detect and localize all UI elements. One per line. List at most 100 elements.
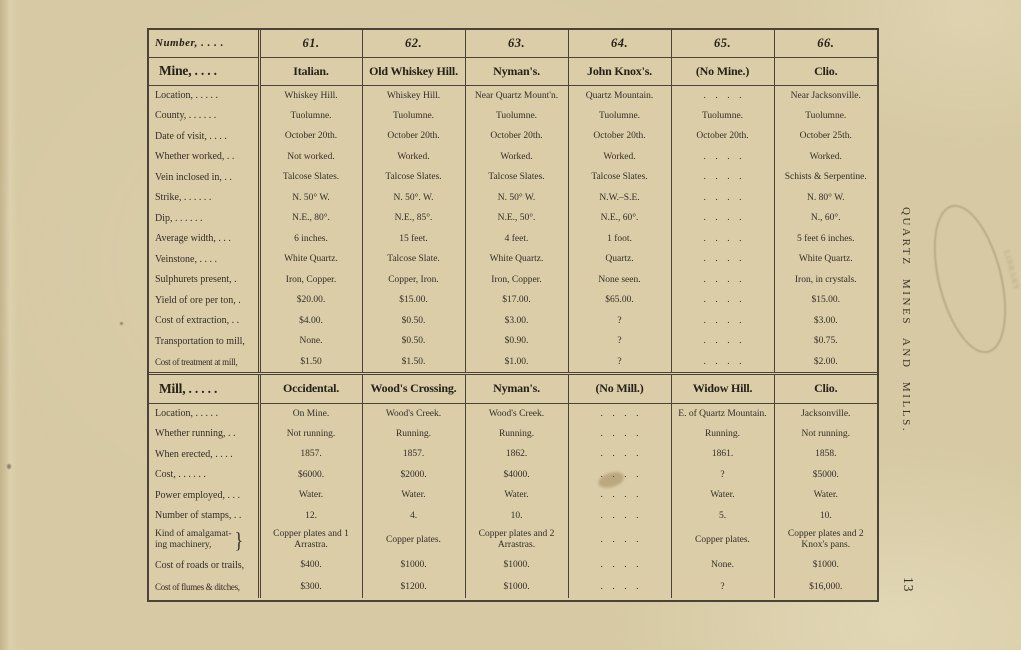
cell: 1861. — [670, 444, 774, 465]
cell: Talcose Slates. — [361, 167, 465, 188]
row-label: Cost of roads or trails, — [155, 559, 245, 571]
mine-number: 61. — [257, 30, 362, 58]
table-row: Cost, . . . . . . $6000. $2000. $4000. .… — [149, 464, 877, 485]
cell: $17.00. — [464, 290, 568, 311]
cell: N.W.–S.E. — [567, 187, 671, 208]
library-stamp: LIBRARY — [920, 197, 1021, 361]
cell: E. of Quartz Mountain. — [670, 403, 774, 424]
mine-number: 64. — [567, 30, 671, 58]
cell: ? — [567, 351, 671, 372]
cell: Water. — [670, 485, 774, 506]
page-number: 13 — [901, 577, 916, 593]
cell: Water. — [773, 485, 877, 506]
cell: 4. — [361, 505, 465, 526]
row-label: Strike, . . . . . . — [155, 192, 212, 204]
cell: . . . . — [670, 310, 774, 331]
cell: N., 60°. — [773, 208, 877, 229]
cell: $1000. — [464, 554, 568, 576]
cell: Talcose Slates. — [464, 167, 568, 188]
cell: 5 feet 6 inches. — [773, 228, 877, 249]
table-row: Power employed, . . . Water. Water. Wate… — [149, 485, 877, 506]
cell: . . . . — [567, 526, 671, 554]
cell: . . . . — [567, 423, 671, 444]
cell: Tuolumne. — [567, 105, 671, 126]
cell: $1000. — [464, 576, 568, 598]
cell: $0.50. — [361, 310, 465, 331]
cell: $2000. — [361, 464, 465, 485]
paper-speck — [120, 322, 123, 325]
mine-name: John Knox's. — [567, 57, 671, 86]
cell: Quartz. — [567, 249, 671, 270]
cell: $20.00. — [257, 290, 362, 311]
cell: Copper plates and 2 Arrastras. — [464, 526, 568, 554]
mines-mills-table: Number, . . . . 61. 62. 63. 64. 65. 66. … — [147, 28, 879, 602]
table-row: County, . . . . . . Tuolumne. Tuolumne. … — [149, 105, 877, 126]
mill-name-row: Mill, . . . . . Occidental. Wood's Cross… — [149, 375, 877, 404]
cell: Worked. — [567, 146, 671, 167]
cell: Not worked. — [257, 146, 362, 167]
table-row: Kind of amalgamat-ing machinery,} Copper… — [149, 526, 877, 554]
cell: $1200. — [361, 576, 465, 598]
cell: Water. — [361, 485, 465, 506]
cell: Iron, Copper. — [257, 269, 362, 290]
row-label: Cost of treatment at mill, — [155, 356, 238, 367]
table-row: Whether running, . . Not running. Runnin… — [149, 423, 877, 444]
cell: 1857. — [361, 444, 465, 465]
mill-name: (No Mill.) — [567, 375, 671, 404]
table-row: Sulphurets present, . Iron, Copper. Copp… — [149, 269, 877, 290]
cell: 10. — [464, 505, 568, 526]
cell: Tuolumne. — [773, 105, 877, 126]
cell: $3.00. — [773, 310, 877, 331]
row-label: Yield of ore per ton, . — [155, 294, 241, 306]
table-row: Veinstone, . . . . White Quartz. Talcose… — [149, 249, 877, 270]
cell: . . . . — [670, 187, 774, 208]
row-label: Mine, . . . . — [149, 57, 259, 86]
cell: . . . . — [567, 485, 671, 506]
mine-number: 65. — [670, 30, 774, 58]
cell: N.E., 50°. — [464, 208, 568, 229]
cell: 12. — [257, 505, 362, 526]
table-row: When erected, . . . . 1857. 1857. 1862. … — [149, 444, 877, 465]
cell: Tuolumne. — [257, 105, 362, 126]
row-label: Location, . . . . . — [155, 408, 219, 419]
library-stamp-text: LIBRARY — [1002, 249, 1021, 292]
cell: . . . . — [567, 403, 671, 424]
row-label: Whether worked, . . — [155, 151, 235, 163]
row-label: Sulphurets present, . — [155, 274, 237, 286]
cell: 10. — [773, 505, 877, 526]
cell: Copper plates and 2 Knox's pans. — [773, 526, 877, 554]
cell: Worked. — [773, 146, 877, 167]
cell: Worked. — [361, 146, 465, 167]
cell: Running. — [361, 423, 465, 444]
cell: . . . . — [670, 290, 774, 311]
row-label: Power employed, . . . — [155, 489, 240, 501]
mill-section-table: Mill, . . . . . Occidental. Wood's Cross… — [149, 375, 877, 598]
cell: $4000. — [464, 464, 568, 485]
mill-name: Occidental. — [257, 375, 362, 404]
cell: ? — [670, 464, 774, 485]
row-label: Mill, . . . . . — [149, 375, 259, 404]
cell: Copper plates. — [670, 526, 774, 554]
cell: . . . . — [670, 269, 774, 290]
cell: Jacksonville. — [773, 403, 877, 424]
cell: Whiskey Hill. — [361, 85, 465, 106]
table-row: Yield of ore per ton, . $20.00. $15.00. … — [149, 290, 877, 311]
row-label: Cost of extraction, . . — [155, 315, 240, 327]
cell: N. 50° W. — [257, 187, 362, 208]
cell: $1.50 — [257, 351, 362, 372]
cell: None. — [670, 554, 774, 576]
cell: Near Jacksonville. — [773, 85, 877, 106]
cell: $1000. — [361, 554, 465, 576]
mine-name: (No Mine.) — [670, 57, 774, 86]
row-label: Transportation to mill, — [155, 335, 245, 347]
table-row: Whether worked, . . Not worked. Worked. … — [149, 146, 877, 167]
cell: 4 feet. — [464, 228, 568, 249]
cell: N. 80° W. — [773, 187, 877, 208]
cell: October 25th. — [773, 126, 877, 147]
cell: $300. — [257, 576, 362, 598]
cell: 15 feet. — [361, 228, 465, 249]
mine-name: Nyman's. — [464, 57, 568, 86]
table-row: Vein inclosed in, . . Talcose Slates. Ta… — [149, 167, 877, 188]
cell: . . . . — [670, 167, 774, 188]
cell: $3.00. — [464, 310, 568, 331]
